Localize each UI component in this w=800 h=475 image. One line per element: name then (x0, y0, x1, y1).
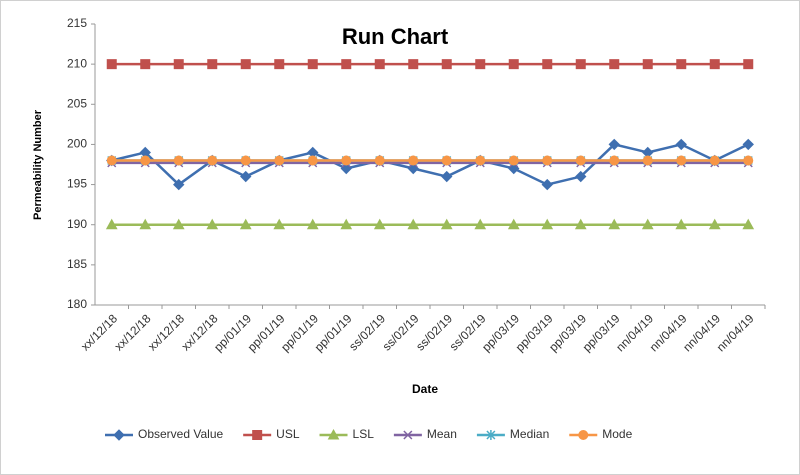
data-point (240, 59, 251, 70)
data-point (140, 59, 151, 70)
legend-marker (578, 430, 589, 440)
data-point (743, 155, 754, 166)
data-point (542, 59, 553, 70)
legend-item: USL (243, 427, 300, 441)
y-tick-label: 195 (67, 177, 87, 191)
legend-item: Mode (569, 427, 633, 441)
data-point (676, 155, 687, 166)
y-axis-label: Permeability Number (32, 109, 44, 220)
data-point (743, 59, 754, 70)
data-point (441, 155, 452, 166)
data-point (307, 155, 318, 166)
data-point (173, 59, 184, 70)
data-point (709, 59, 720, 70)
data-point (106, 155, 117, 166)
legend-label: Median (510, 427, 549, 441)
data-point (474, 218, 487, 230)
legend-item: LSL (319, 427, 375, 441)
legend-marker (403, 430, 413, 440)
y-tick-label: 215 (67, 16, 87, 30)
data-point (207, 155, 218, 166)
data-point (408, 155, 419, 166)
data-point (374, 155, 385, 166)
data-point (105, 218, 118, 230)
data-point (675, 138, 687, 151)
data-point (575, 170, 587, 183)
legend-marker (486, 430, 496, 440)
x-axis-label: Date (412, 382, 438, 396)
data-point (374, 59, 385, 70)
data-point (340, 218, 353, 230)
y-tick-label: 185 (67, 257, 87, 271)
data-point (608, 138, 620, 151)
data-point (541, 178, 553, 191)
legend-item: Median (476, 427, 549, 441)
legend-marker (113, 429, 125, 441)
data-point (642, 59, 653, 70)
data-point (676, 59, 687, 70)
data-point (373, 218, 386, 230)
data-point (441, 170, 453, 183)
y-tick-label: 210 (67, 56, 87, 70)
data-point (206, 218, 219, 230)
data-point (341, 59, 352, 70)
data-point (675, 218, 688, 230)
legend-marker (252, 430, 263, 440)
data-point (240, 155, 251, 166)
data-point (106, 59, 117, 70)
data-point (172, 218, 185, 230)
data-point (574, 218, 587, 230)
data-point (306, 218, 319, 230)
legend-item: Mean (393, 427, 457, 441)
data-point (508, 155, 519, 166)
data-point (608, 218, 621, 230)
y-tick-label: 190 (67, 217, 87, 231)
data-point (207, 59, 218, 70)
data-point (441, 59, 452, 70)
data-point (708, 218, 721, 230)
data-point (609, 59, 620, 70)
y-tick-label: 205 (67, 96, 87, 110)
data-point (139, 218, 152, 230)
data-point (240, 170, 252, 183)
data-point (508, 59, 519, 70)
data-point (274, 155, 285, 166)
legend-label: LSL (353, 427, 375, 441)
legend-label: Mean (427, 427, 457, 441)
legend-marker (327, 428, 340, 440)
data-point (742, 138, 754, 151)
data-point (575, 155, 586, 166)
data-point (742, 218, 755, 230)
data-point (239, 218, 252, 230)
data-point (173, 155, 184, 166)
data-point (173, 178, 185, 191)
data-point (507, 218, 520, 230)
legend-label: Mode (602, 427, 632, 441)
data-point (273, 218, 286, 230)
data-point (542, 155, 553, 166)
y-tick-label: 180 (67, 297, 87, 311)
y-tick-label: 200 (67, 137, 87, 151)
data-point (641, 218, 654, 230)
data-point (341, 155, 352, 166)
data-point (140, 155, 151, 166)
data-point (609, 155, 620, 166)
data-point (407, 218, 420, 230)
data-point (541, 218, 554, 230)
data-point (575, 59, 586, 70)
data-point (475, 59, 486, 70)
data-point (642, 155, 653, 166)
data-point (307, 59, 318, 70)
data-point (475, 155, 486, 166)
legend-item: Observed Value (105, 427, 223, 441)
data-point (274, 59, 285, 70)
data-point (440, 218, 453, 230)
legend-label: Observed Value (138, 427, 223, 441)
data-point (709, 155, 720, 166)
legend-label: USL (276, 427, 300, 441)
data-point (408, 59, 419, 70)
chart-title: Run Chart (342, 24, 449, 49)
